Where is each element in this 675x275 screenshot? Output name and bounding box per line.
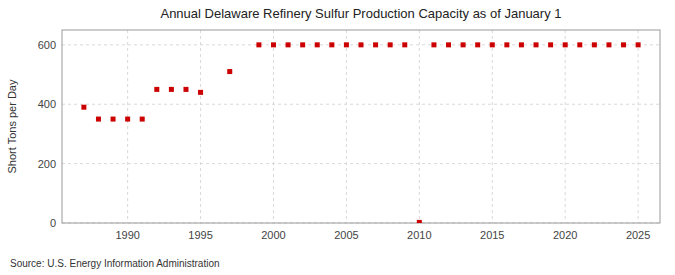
x-grid-line [273,30,274,223]
data-point [563,42,568,47]
data-point [300,42,305,47]
chart-title: Annual Delaware Refinery Sulfur Producti… [160,6,561,21]
data-point [402,42,407,47]
data-point [227,69,232,74]
data-point [286,42,291,47]
source-note: Source: U.S. Energy Information Administ… [10,258,220,269]
data-point [256,42,261,47]
data-point [592,42,597,47]
data-point [534,42,539,47]
data-point [329,42,334,47]
data-point [359,42,364,47]
x-grid-line [419,30,420,223]
data-point [417,220,422,223]
plot-frame [62,30,660,223]
y-tick-label: 0 [50,217,56,229]
data-point [111,117,116,122]
data-point [315,42,320,47]
data-point [504,42,509,47]
y-tick-label: 600 [38,39,56,51]
data-point [446,42,451,47]
data-point [154,87,159,92]
x-grid-line [346,30,347,223]
data-point [198,90,203,95]
x-tick-label: 2025 [626,229,650,241]
data-point [548,42,553,47]
data-point [490,42,495,47]
y-grid-line [62,104,660,105]
data-point [344,42,349,47]
x-grid-line [565,30,566,223]
data-point [519,42,524,47]
x-tick-label: 2015 [480,229,504,241]
y-tick-label: 400 [38,98,56,110]
x-grid-line [638,30,639,223]
x-tick-label: 2005 [334,229,358,241]
data-point [81,105,86,110]
chart-svg: Annual Delaware Refinery Sulfur Producti… [0,0,675,275]
x-tick-label: 2000 [261,229,285,241]
data-point [475,42,480,47]
data-point [606,42,611,47]
data-point [96,117,101,122]
data-point [388,42,393,47]
data-point [577,42,582,47]
data-point [271,42,276,47]
data-point [461,42,466,47]
x-tick-label: 2020 [553,229,577,241]
x-tick-label: 1990 [115,229,139,241]
y-grid-line [62,163,660,164]
data-point [621,42,626,47]
y-tick-label: 200 [38,158,56,170]
points [81,42,640,223]
grid [62,30,660,223]
x-grid-line [127,30,128,223]
y-axis-label: Short Tons per Day [6,79,18,173]
chart-container: Annual Delaware Refinery Sulfur Producti… [0,0,675,275]
data-point [183,87,188,92]
data-point [373,42,378,47]
data-point [140,117,145,122]
data-point [636,42,641,47]
data-point [169,87,174,92]
x-grid-line [492,30,493,223]
x-tick-label: 1995 [188,229,212,241]
data-point [431,42,436,47]
data-point [125,117,130,122]
x-tick-label: 2010 [407,229,431,241]
x-grid-line [200,30,201,223]
